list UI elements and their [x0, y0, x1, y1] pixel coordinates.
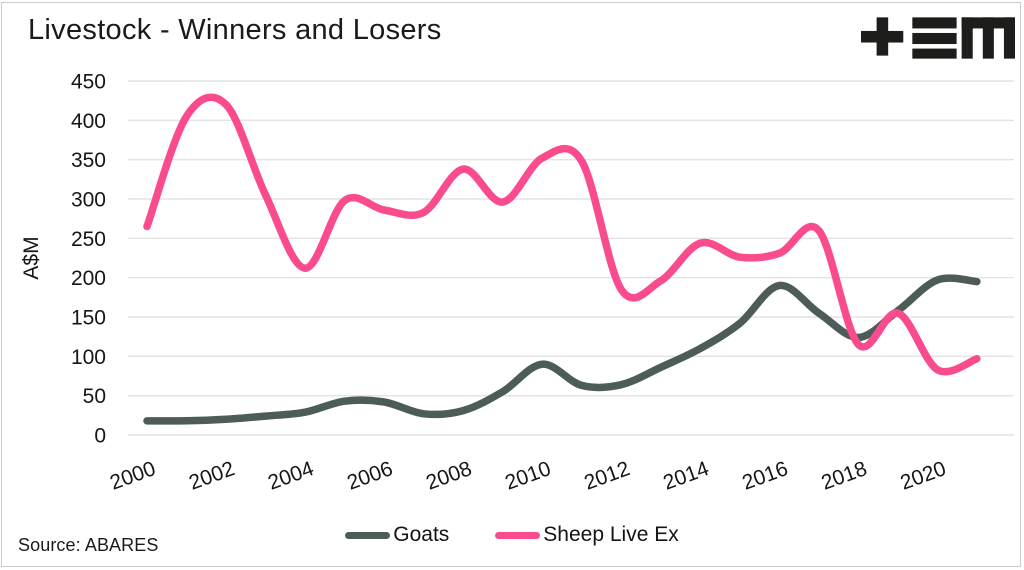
y-axis-labels: 0 50 100 150 200 250 300 350 400 450 — [71, 71, 106, 448]
y-tick-label: 300 — [71, 189, 106, 212]
sheep-live-ex-line — [143, 93, 981, 376]
x-tick-label: 2012 — [581, 457, 633, 495]
sheep-live-ex-swatch-icon — [495, 531, 541, 539]
y-tick-label: 200 — [71, 267, 106, 290]
y-tick-label: 400 — [71, 110, 106, 133]
y-tick-label: 150 — [71, 307, 106, 330]
legend-label: Goats — [393, 523, 450, 546]
x-tick-label: 2014 — [660, 457, 712, 495]
tem-logo-icon — [861, 17, 1015, 59]
goats-swatch-icon — [345, 531, 391, 539]
m-icon — [961, 17, 1015, 59]
chart-title: Livestock - Winners and Losers — [28, 14, 442, 46]
y-tick-label: 350 — [71, 149, 106, 172]
x-tick-label: 2004 — [265, 457, 317, 495]
y-tick-label: 450 — [71, 71, 106, 94]
legend-item-goats: Goats — [345, 523, 449, 547]
y-tick-label: 100 — [71, 346, 106, 369]
x-tick-label: 2018 — [818, 457, 870, 495]
x-tick-label: 2016 — [739, 457, 791, 495]
goats-line — [143, 274, 981, 425]
y-gridlines — [128, 80, 1014, 436]
legend-label: Sheep Live Ex — [543, 523, 679, 546]
y-tick-label: 50 — [83, 385, 106, 408]
x-axis-labels: 2000 2002 2004 2006 2008 2010 2012 2014 2016 2018… — [107, 457, 949, 495]
triple-bar-icon — [912, 17, 957, 59]
x-tick-label: 2002 — [186, 457, 238, 495]
y-tick-label: 0 — [94, 425, 106, 448]
x-tick-label: 2020 — [897, 457, 949, 495]
y-axis-title: A$M — [20, 236, 43, 279]
x-tick-label: 2010 — [502, 457, 554, 495]
legend-item-sheep-live-ex: Sheep Live Ex — [495, 523, 679, 547]
x-tick-label: 2006 — [344, 457, 396, 495]
x-tick-label: 2000 — [107, 457, 159, 495]
y-tick-label: 250 — [71, 228, 106, 251]
chart-legend: Goats Sheep Live Ex — [0, 523, 1024, 547]
tem-logo — [861, 17, 1015, 59]
x-tick-label: 2008 — [423, 457, 475, 495]
source-note: Source: ABARES — [18, 535, 159, 555]
plus-icon — [861, 17, 904, 56]
